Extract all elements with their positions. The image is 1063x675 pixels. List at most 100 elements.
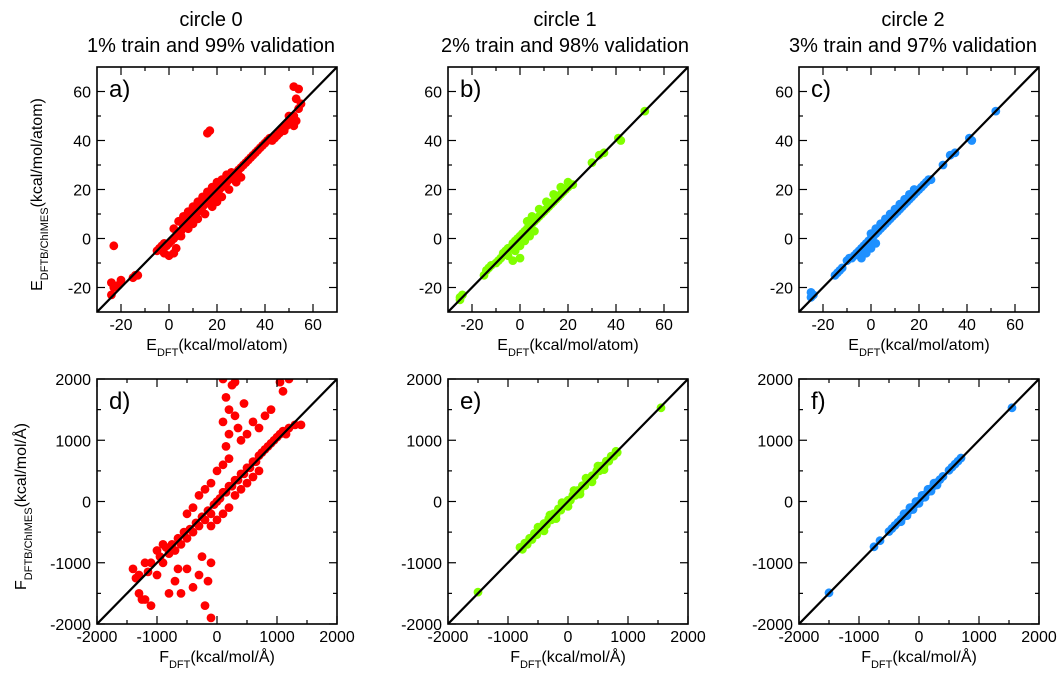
y-tick-label: 60	[73, 85, 91, 102]
x-tick-label: 0	[165, 317, 174, 334]
x-axis-label-main: E	[146, 337, 157, 354]
data-point	[107, 290, 116, 300]
y-tick-label: -20	[68, 281, 91, 298]
panel-label: d)	[109, 388, 130, 415]
x-axis-label-subscript: DFT	[520, 659, 542, 671]
data-point	[197, 552, 207, 561]
panel-label: b)	[460, 76, 481, 103]
x-tick-label: 2000	[1021, 629, 1057, 646]
y-tick-label: 2000	[406, 372, 442, 389]
y-axis-label: EDFTB/ChIMES(kcal/mol/atom)	[29, 98, 51, 291]
data-point	[534, 204, 544, 214]
data-point	[806, 288, 816, 297]
x-axis-label: FDFT(kcal/mol/Å)	[510, 647, 626, 671]
identity-line	[799, 379, 1039, 624]
y-tick-label: 0	[433, 232, 442, 249]
x-axis-label: EDFT(kcal/mol/atom)	[497, 337, 638, 359]
column-title-1: circle 1	[533, 9, 596, 31]
x-tick-label: 60	[655, 317, 673, 334]
data-point	[236, 172, 246, 182]
x-axis-label-unit: (kcal/mol/Å)	[190, 647, 274, 666]
y-axis-label-unit: (kcal/mol/atom)	[29, 98, 46, 207]
data-point	[212, 515, 222, 525]
data-point	[200, 515, 210, 525]
x-tick-label: -1000	[488, 629, 529, 646]
data-point	[194, 570, 204, 580]
x-tick-label: 1000	[259, 629, 295, 646]
x-tick-label: 60	[1006, 317, 1024, 334]
y-tick-label: 20	[775, 183, 793, 200]
data-point	[194, 491, 204, 500]
x-tick-label: -2000	[77, 629, 118, 646]
x-axis-label-main: E	[848, 337, 859, 354]
y-tick-label: 0	[433, 495, 442, 512]
panel-label: a)	[109, 76, 130, 103]
data-point	[254, 423, 264, 433]
data-point	[233, 423, 243, 433]
x-tick-label: 60	[304, 317, 322, 334]
data-point	[278, 386, 288, 396]
data-point	[221, 442, 231, 451]
data-point	[224, 185, 234, 194]
data-point	[158, 558, 168, 568]
y-tick-label: -1000	[50, 556, 91, 573]
x-tick-label: 40	[958, 317, 976, 334]
x-axis-label-subscript: DFT	[169, 659, 191, 671]
y-tick-label: -2000	[50, 617, 91, 634]
data-point	[224, 405, 234, 414]
data-point	[530, 226, 539, 236]
data-point	[242, 478, 252, 488]
data-point	[236, 484, 246, 494]
y-tick-label: -1000	[401, 556, 442, 573]
column-title-2: circle 2	[881, 9, 944, 31]
data-point	[221, 393, 231, 402]
data-point	[188, 527, 198, 537]
x-axis-label-main: F	[510, 649, 520, 666]
data-point	[158, 540, 168, 549]
data-point	[193, 214, 203, 224]
y-tick-label: 2000	[55, 372, 91, 389]
data-point	[260, 411, 270, 421]
data-point	[294, 84, 303, 94]
column-subtitle-1: 2% train and 98% validation	[441, 35, 689, 57]
data-point	[510, 246, 520, 256]
panel-label: c)	[811, 76, 831, 103]
data-point	[140, 558, 150, 568]
x-tick-label: 1000	[961, 629, 997, 646]
data-point	[152, 546, 162, 555]
identity-line	[799, 67, 1039, 312]
data-point	[218, 417, 228, 427]
data-point	[230, 379, 240, 387]
y-axis-label-unit: (kcal/mol/Å)	[11, 423, 30, 507]
data-point	[254, 466, 264, 476]
x-axis-label-subscript: DFT	[157, 347, 179, 359]
x-axis-label-unit: (kcal/mol/atom)	[178, 337, 287, 354]
data-point	[236, 435, 246, 445]
data-point	[200, 209, 210, 219]
x-tick-label: 20	[208, 317, 226, 334]
data-point	[239, 399, 249, 408]
x-tick-label: 40	[607, 317, 625, 334]
data-points	[107, 82, 306, 300]
data-point	[587, 158, 597, 168]
data-point	[176, 540, 186, 549]
data-point	[218, 509, 228, 519]
x-axis-label-unit: (kcal/mol/atom)	[529, 337, 638, 354]
data-point	[170, 576, 180, 586]
column-titles: circle 0 1% train and 99% validation cir…	[87, 9, 1037, 57]
identity-line	[448, 379, 688, 624]
data-point	[248, 417, 258, 427]
x-tick-label: -20	[109, 317, 132, 334]
y-tick-label: 1000	[406, 433, 442, 450]
data-point	[230, 491, 240, 500]
data-point	[182, 533, 192, 543]
data-point	[455, 292, 465, 302]
data-point	[275, 379, 285, 387]
y-axis-label-subscript: DFTB/ChIMES	[23, 507, 35, 580]
data-point	[188, 582, 198, 592]
panel-label: f)	[811, 388, 826, 415]
data-point	[182, 509, 192, 519]
x-axis-label: FDFT(kcal/mol/Å)	[159, 647, 275, 671]
